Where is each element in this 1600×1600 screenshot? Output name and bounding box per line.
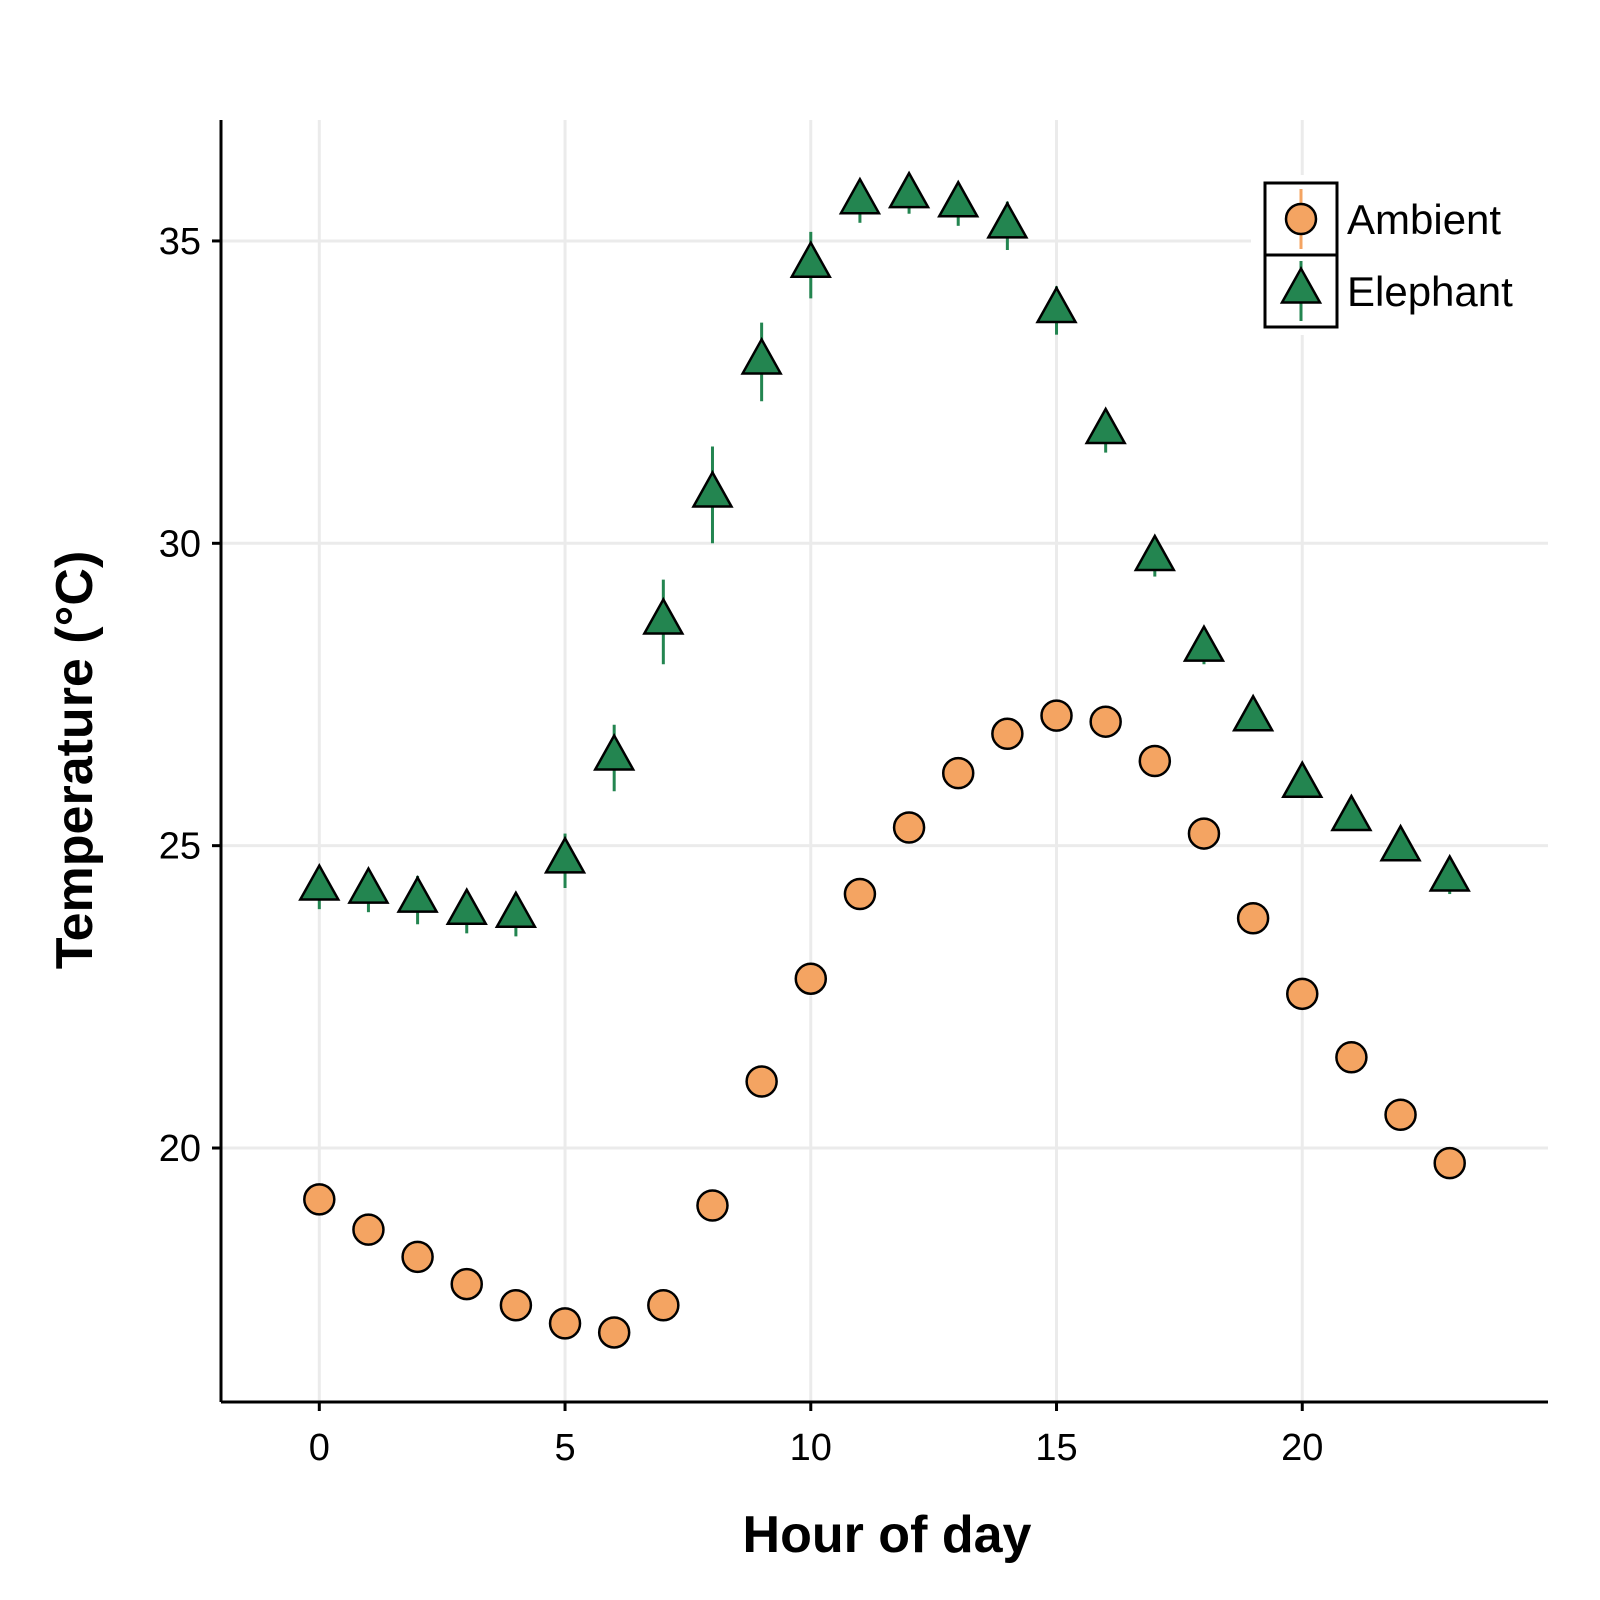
data-point — [593, 732, 636, 771]
data-point — [1428, 853, 1471, 892]
data-point — [450, 1267, 483, 1301]
data-point — [303, 1183, 336, 1216]
data-point — [892, 811, 926, 844]
data-point — [1286, 977, 1319, 1011]
legend-marker — [1284, 202, 1318, 236]
data-point — [740, 336, 783, 375]
data-point — [937, 179, 980, 218]
data-point — [1084, 406, 1127, 445]
data-point — [991, 717, 1024, 751]
data-point — [347, 866, 390, 904]
tick-labels: 0 5 10 15 20 20 25 30 35 — [159, 221, 1324, 1469]
data-point — [1187, 817, 1221, 850]
data-point — [445, 887, 488, 925]
data-point — [794, 962, 828, 995]
data-point — [597, 1316, 631, 1349]
y-axis-title: Temperature (°C) — [46, 551, 104, 970]
data-point — [887, 170, 931, 209]
data-point — [745, 1065, 778, 1098]
data-point — [352, 1213, 385, 1246]
x-axis-title: Hour of day — [743, 1506, 1032, 1564]
data-point — [1040, 699, 1073, 732]
data-point — [543, 835, 587, 874]
data-point — [1281, 760, 1324, 798]
data-point — [691, 469, 734, 508]
data-point — [986, 200, 1029, 239]
x-tick-label: 10 — [790, 1427, 832, 1469]
x-tick-label: 5 — [554, 1427, 575, 1469]
data-point — [548, 1307, 582, 1340]
data-point — [1138, 744, 1172, 778]
y-tick-label: 20 — [159, 1128, 201, 1170]
data-point — [499, 1288, 533, 1322]
data-point — [396, 875, 439, 913]
data-point — [642, 596, 685, 635]
series-ambient — [303, 699, 1466, 1349]
data-point — [1035, 285, 1078, 324]
legend-item-elephant: Elephant — [1263, 253, 1513, 329]
plot-area — [298, 170, 1471, 1349]
data-point — [647, 1288, 680, 1322]
x-tick-label: 20 — [1281, 1427, 1323, 1469]
axes — [212, 120, 1548, 1411]
data-point — [1335, 1041, 1368, 1074]
y-tick-label: 30 — [159, 523, 201, 565]
data-point — [401, 1240, 434, 1274]
data-point — [1433, 1146, 1466, 1180]
data-point — [838, 176, 882, 215]
data-point — [1384, 1098, 1417, 1132]
x-tick-label: 15 — [1035, 1427, 1077, 1469]
y-tick-label: 35 — [159, 221, 201, 263]
data-point — [843, 877, 877, 911]
data-point — [1133, 533, 1176, 572]
legend-key-box — [1263, 253, 1339, 329]
data-point — [494, 890, 538, 929]
data-point — [1089, 705, 1122, 738]
data-point — [1182, 624, 1226, 662]
legend-item-ambient: Ambient — [1263, 181, 1501, 257]
data-point — [1330, 793, 1373, 832]
data-point — [789, 240, 832, 278]
data-point — [696, 1189, 729, 1222]
legend-marker — [1279, 265, 1323, 304]
y-tick-label: 25 — [159, 826, 201, 868]
legend-label: Ambient — [1347, 196, 1501, 243]
legend: Ambient Elephant — [1251, 175, 1561, 335]
data-point — [1236, 901, 1270, 935]
x-tick-label: 0 — [309, 1427, 330, 1469]
series-elephant — [298, 170, 1471, 937]
data-point — [298, 862, 341, 901]
data-point — [941, 756, 975, 790]
data-point — [1379, 823, 1422, 862]
legend-label: Elephant — [1347, 268, 1513, 315]
data-point — [1231, 693, 1275, 732]
